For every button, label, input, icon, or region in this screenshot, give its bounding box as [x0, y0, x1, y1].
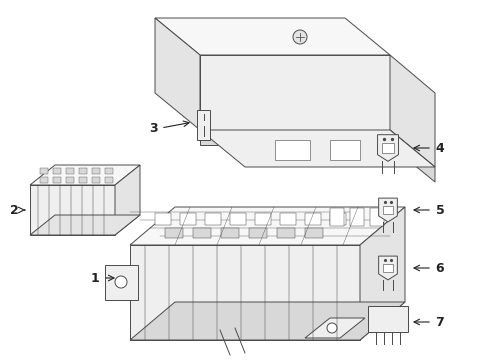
Bar: [40, 168, 48, 174]
Bar: [53, 168, 61, 174]
Polygon shape: [382, 206, 392, 214]
Polygon shape: [389, 130, 434, 182]
Circle shape: [292, 30, 306, 44]
Bar: [92, 168, 100, 174]
Bar: [305, 213, 320, 225]
Text: 5: 5: [435, 203, 444, 216]
Polygon shape: [359, 207, 404, 340]
Bar: [40, 177, 48, 183]
Polygon shape: [274, 140, 309, 160]
Bar: [164, 228, 183, 238]
Polygon shape: [30, 165, 140, 185]
Polygon shape: [30, 185, 115, 235]
Polygon shape: [155, 18, 389, 55]
Polygon shape: [200, 130, 434, 167]
Polygon shape: [130, 245, 359, 340]
Polygon shape: [378, 256, 397, 280]
Bar: [66, 168, 74, 174]
Polygon shape: [30, 215, 140, 235]
Bar: [204, 213, 221, 225]
Circle shape: [326, 323, 336, 333]
Polygon shape: [200, 130, 389, 145]
Polygon shape: [378, 198, 397, 222]
Bar: [329, 213, 346, 225]
Text: 4: 4: [435, 141, 444, 154]
Polygon shape: [155, 18, 200, 130]
Polygon shape: [130, 207, 404, 245]
Text: 1: 1: [90, 271, 99, 284]
Polygon shape: [200, 55, 389, 130]
Text: 3: 3: [148, 122, 157, 135]
Polygon shape: [115, 165, 140, 235]
Polygon shape: [329, 140, 359, 160]
Polygon shape: [377, 135, 398, 161]
Polygon shape: [305, 318, 364, 338]
Bar: [221, 228, 239, 238]
Bar: [280, 213, 295, 225]
Text: 2: 2: [10, 203, 19, 216]
Bar: [155, 213, 171, 225]
Bar: [349, 208, 363, 226]
Polygon shape: [105, 265, 138, 300]
Text: 7: 7: [435, 315, 444, 328]
Polygon shape: [382, 143, 393, 153]
Circle shape: [115, 276, 127, 288]
Polygon shape: [382, 264, 392, 272]
Bar: [229, 213, 245, 225]
Bar: [180, 213, 196, 225]
Polygon shape: [130, 302, 404, 340]
Bar: [329, 208, 343, 226]
Polygon shape: [389, 55, 434, 167]
Bar: [105, 168, 113, 174]
Bar: [254, 213, 270, 225]
Bar: [276, 228, 294, 238]
Bar: [92, 177, 100, 183]
Bar: [79, 177, 87, 183]
Bar: [248, 228, 266, 238]
Bar: [193, 228, 210, 238]
Bar: [53, 177, 61, 183]
Polygon shape: [197, 110, 209, 140]
Bar: [66, 177, 74, 183]
Bar: [105, 177, 113, 183]
Bar: [79, 168, 87, 174]
Polygon shape: [367, 306, 407, 332]
Bar: [305, 228, 323, 238]
Text: 6: 6: [435, 261, 444, 274]
Bar: [369, 208, 383, 226]
